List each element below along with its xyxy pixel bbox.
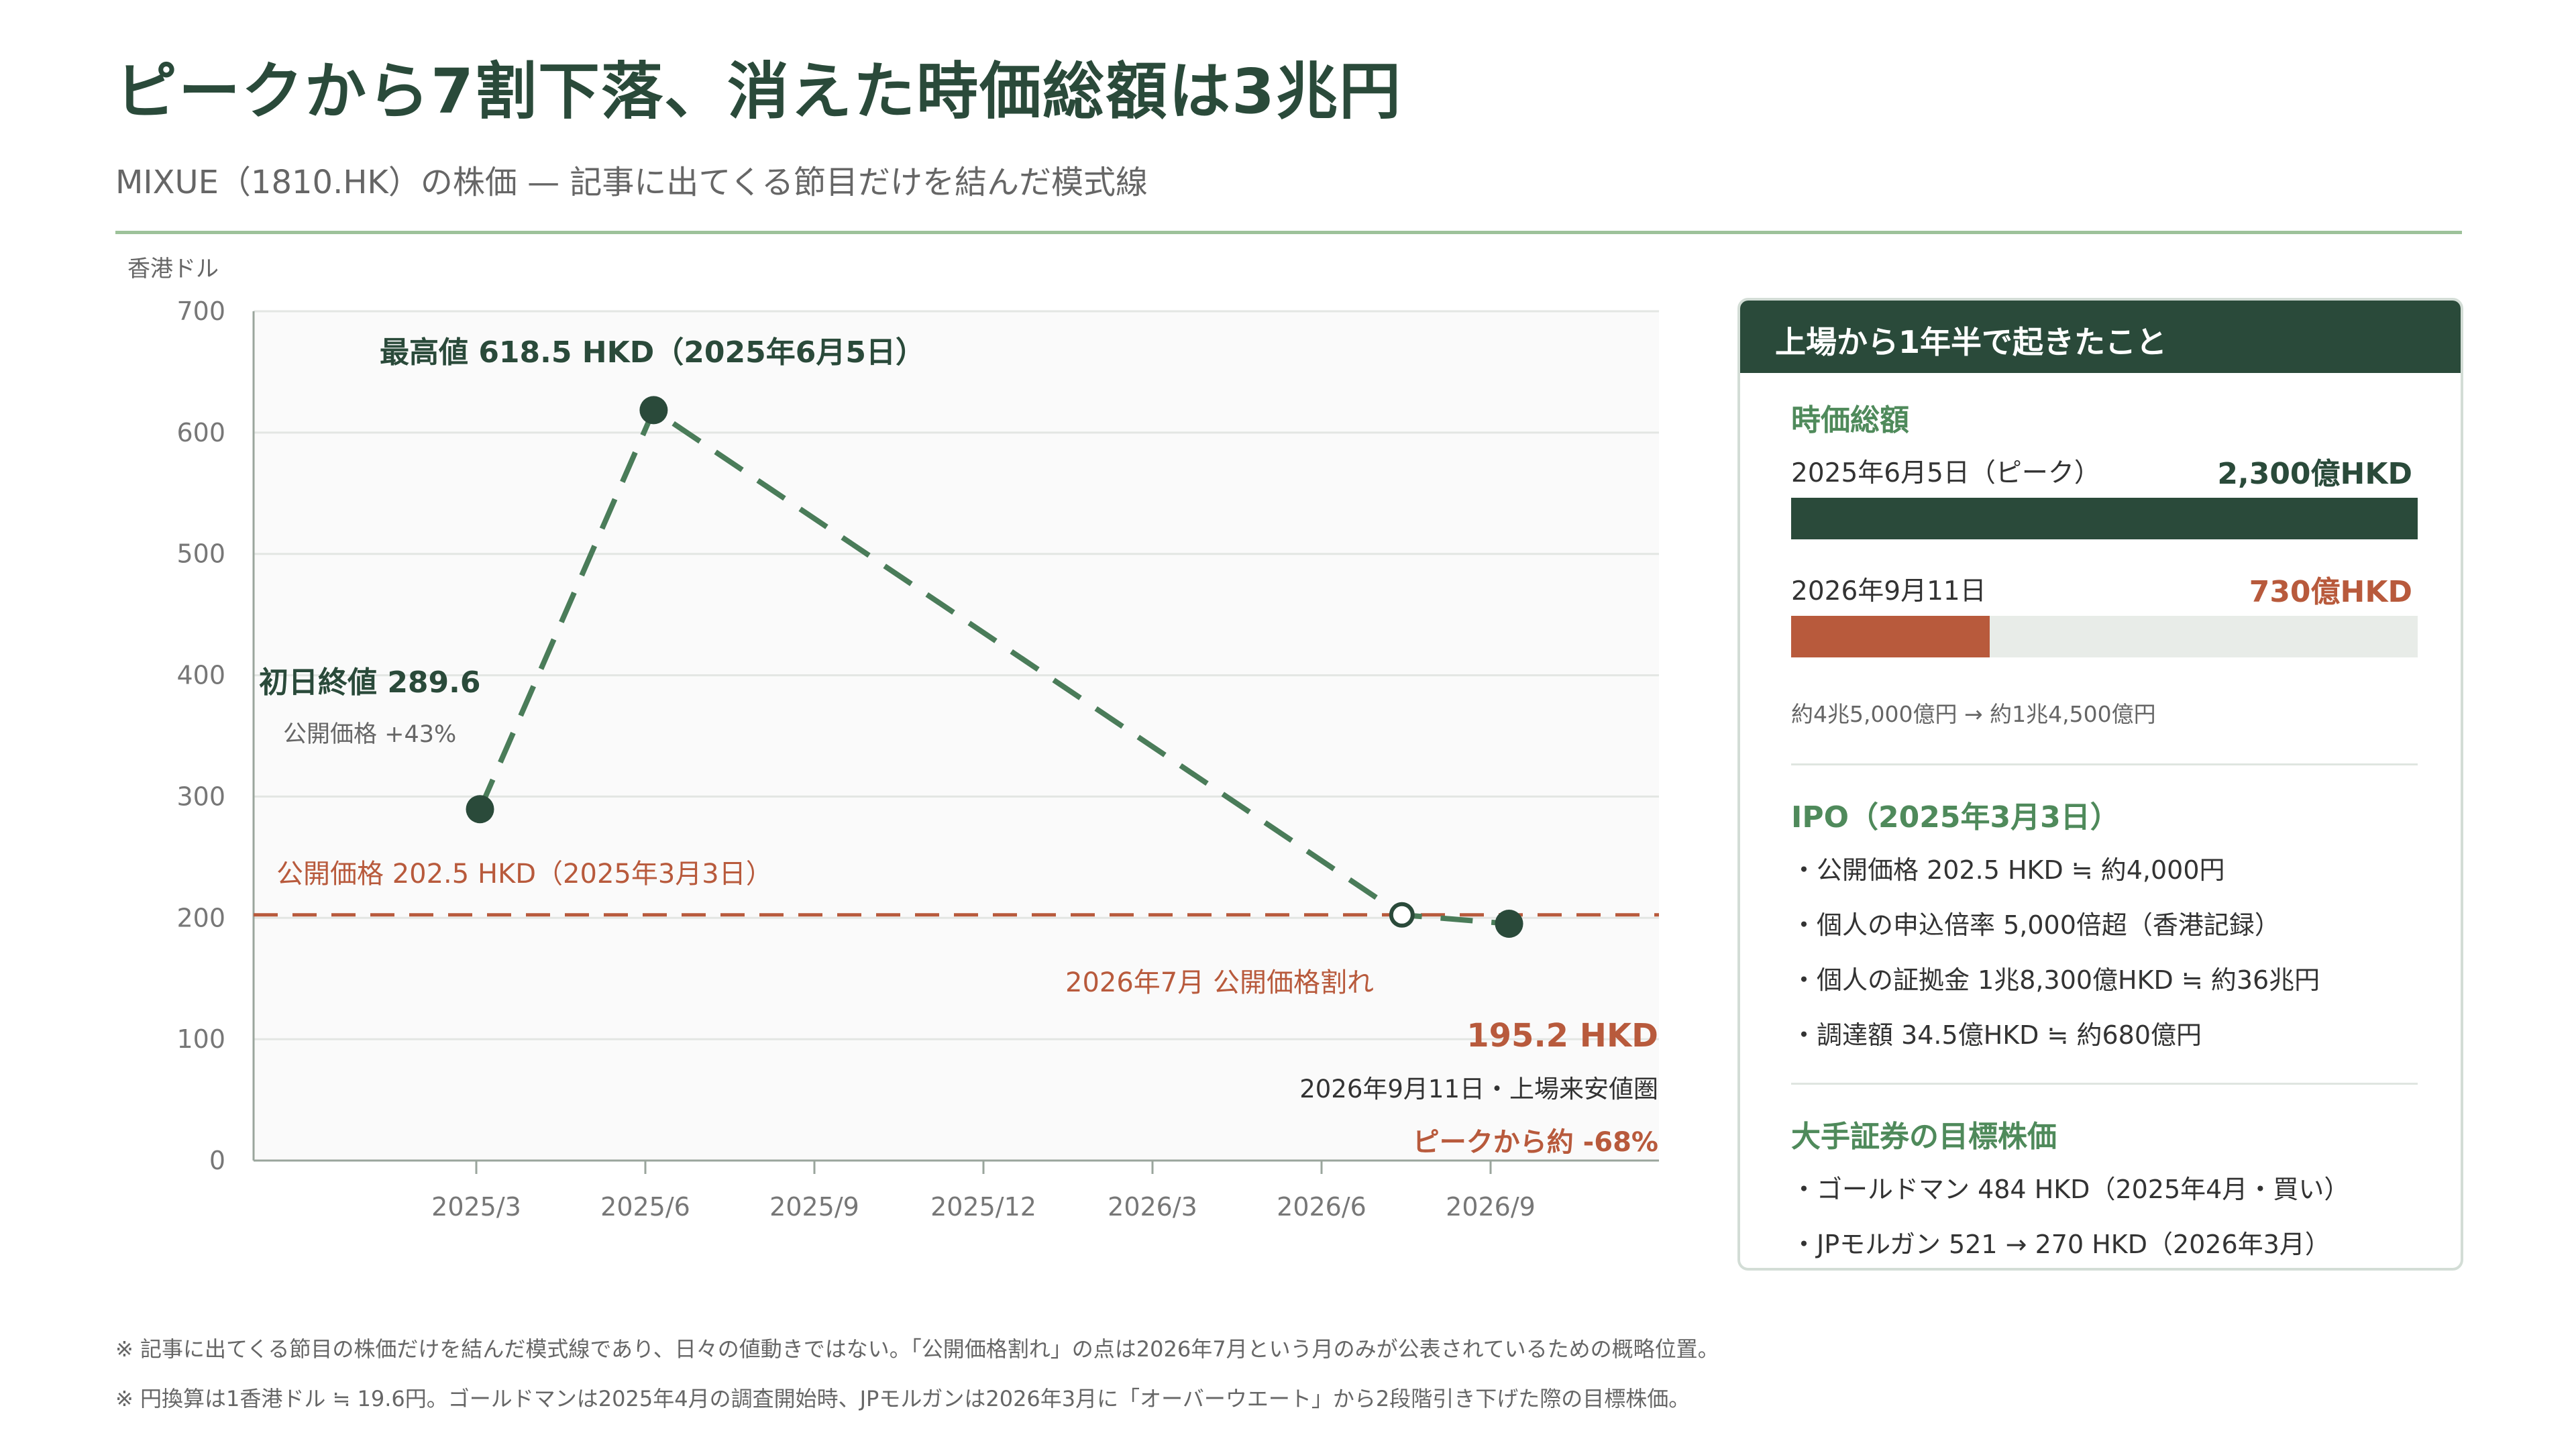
data-point-hollow [1389, 902, 1415, 928]
ipo-title: IPO（2025年3月3日） [1791, 800, 2120, 835]
market-cap-latest-bar [1791, 616, 1990, 657]
market-cap-peak-value: 2,300億HKD [2217, 457, 2412, 491]
data-point [1495, 909, 1523, 938]
first-day-sub-annotation: 公開価格 +43% [283, 721, 456, 748]
market-cap-title: 時価総額 [1791, 403, 1909, 437]
y-tick-label: 500 [176, 539, 225, 569]
panel-divider [1791, 763, 2418, 765]
page-subtitle: MIXUE（1810.HK）の株価 — 記事に出てくる節目だけを結んだ模式線 [115, 164, 1148, 201]
y-tick-label: 100 [176, 1024, 225, 1054]
data-point [639, 396, 668, 425]
footnote: ※ 円換算は1香港ドル ≒ 19.6円。ゴールドマンは2025年4月の調査開始時… [115, 1386, 1690, 1411]
y-tick-label: 300 [176, 782, 225, 811]
summary-panel: 上場から1年半で起きたこと 時価総額 2025年6月5日（ピーク） 2,300億… [1737, 298, 2463, 1271]
market-cap-peak-bar [1791, 498, 2418, 539]
ipo-item: ・調達額 34.5億HKD ≒ 約680億円 [1791, 1020, 2202, 1050]
ipo-item: ・個人の申込倍率 5,000倍超（香港記録） [1791, 910, 2280, 940]
ipo-item: ・個人の証拠金 1兆8,300億HKD ≒ 約36兆円 [1791, 965, 2320, 995]
market-cap-latest-label: 2026年9月11日 [1791, 576, 1986, 606]
panel-header: 上場から1年半で起きたこと [1740, 301, 2461, 373]
targets-title: 大手証券の目標株価 [1791, 1120, 2057, 1154]
market-cap-peak-bar-track [1791, 498, 2418, 539]
data-point [466, 795, 494, 824]
page-title: ピークから7割下落、消えた時価総額は3兆円 [115, 56, 1403, 127]
market-cap-peak-label: 2025年6月5日（ピーク） [1791, 458, 2100, 488]
x-tick-label: 2025/9 [769, 1192, 859, 1222]
market-cap-note: 約4兆5,000億円 → 約1兆4,500億円 [1791, 701, 2156, 727]
y-tick-label: 400 [176, 661, 225, 690]
x-tick-label: 2026/3 [1108, 1192, 1197, 1222]
ipo-item: ・公開価格 202.5 HKD ≒ 約4,000円 [1791, 855, 2225, 885]
x-tick-label: 2025/3 [431, 1192, 521, 1222]
target-item: ・ゴールドマン 484 HKD（2025年4月・買い） [1791, 1175, 2350, 1204]
footnote: ※ 記事に出てくる節目の株価だけを結んだ模式線であり、日々の値動きではない。「公… [115, 1336, 1719, 1362]
y-tick-label: 700 [176, 297, 225, 326]
break-annotation: 2026年7月 公開価格割れ [1065, 967, 1374, 998]
header-divider [115, 231, 2462, 234]
x-tick-label: 2026/9 [1446, 1192, 1536, 1222]
x-tick-label: 2026/6 [1277, 1192, 1366, 1222]
x-tick-label: 2025/6 [600, 1192, 690, 1222]
latest-date-annotation: 2026年9月11日・上場来安値圏 [1299, 1075, 1658, 1104]
first-day-annotation: 初日終値 289.6 [259, 665, 481, 700]
price-series-line [477, 406, 1509, 926]
market-cap-latest-bar-track [1791, 616, 2418, 657]
panel-divider [1791, 1083, 2418, 1085]
latest-value-annotation: 195.2 HKD [1466, 1017, 1658, 1055]
y-tick-label: 600 [176, 418, 225, 447]
peak-annotation: 最高値 618.5 HKD（2025年6月5日） [380, 335, 925, 370]
plot-background [254, 311, 1659, 1161]
target-item: ・JPモルガン 521 → 270 HKD（2026年3月） [1791, 1230, 2330, 1259]
x-tick-label: 2025/12 [930, 1192, 1036, 1222]
market-cap-latest-value: 730億HKD [2249, 575, 2412, 609]
y-axis-label: 香港ドル [127, 256, 219, 282]
y-tick-label: 0 [209, 1146, 225, 1175]
y-tick-label: 200 [176, 903, 225, 932]
latest-change-annotation: ピークから約 -68% [1413, 1127, 1658, 1158]
ipo-line-annotation: 公開価格 202.5 HKD（2025年3月3日） [276, 859, 773, 890]
